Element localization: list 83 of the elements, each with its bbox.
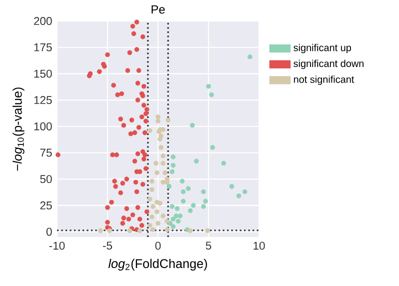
point xyxy=(188,208,193,214)
point xyxy=(180,198,186,204)
point xyxy=(156,129,162,134)
point xyxy=(98,228,103,234)
x-axis-title: log$_{2}$(FoldChange) xyxy=(108,258,207,271)
point xyxy=(156,220,160,226)
point xyxy=(164,218,170,224)
point xyxy=(206,84,211,89)
point xyxy=(229,184,234,189)
point xyxy=(158,145,164,150)
point xyxy=(201,189,206,194)
point xyxy=(236,194,242,198)
x-tick-label: -10 xyxy=(49,242,65,250)
point xyxy=(170,204,175,209)
point xyxy=(190,122,195,128)
point xyxy=(158,136,162,142)
point xyxy=(203,198,208,204)
point xyxy=(107,228,112,234)
point xyxy=(170,169,175,174)
y-tick-label: 125 xyxy=(34,96,52,104)
point xyxy=(156,118,160,124)
y-tick-label: 0 xyxy=(46,228,52,236)
y-tick-label: 150 xyxy=(34,70,52,78)
chart-title: Pe xyxy=(152,5,165,14)
point xyxy=(190,203,196,208)
point xyxy=(170,216,176,222)
point xyxy=(205,228,210,234)
point xyxy=(221,160,226,166)
x-tick-label: 0 xyxy=(155,242,161,250)
point xyxy=(174,214,179,218)
point xyxy=(209,92,214,98)
point xyxy=(180,178,185,184)
x-tick-label: -5 xyxy=(102,242,112,250)
y-axis-title: −log$_{10}$(p-value) xyxy=(12,88,24,171)
point xyxy=(156,114,160,120)
point xyxy=(166,118,170,122)
point xyxy=(162,170,168,176)
point xyxy=(160,153,166,158)
point xyxy=(150,227,156,232)
point xyxy=(160,160,166,166)
point xyxy=(194,158,199,164)
y-tick-label: 175 xyxy=(34,43,52,52)
point xyxy=(248,54,252,60)
y-tick-label: 200 xyxy=(34,17,52,26)
point xyxy=(137,228,142,234)
point xyxy=(174,206,180,211)
point xyxy=(170,162,176,168)
point xyxy=(166,184,172,189)
point xyxy=(148,196,152,202)
point xyxy=(127,228,132,234)
x-tick-label: 10 xyxy=(254,242,265,250)
point xyxy=(150,187,154,192)
point xyxy=(201,204,206,209)
point xyxy=(188,228,193,234)
y-tick-label: 100 xyxy=(34,122,52,130)
x-tick-label: 5 xyxy=(206,242,212,250)
y-tick-label: 50 xyxy=(40,175,52,184)
point xyxy=(176,218,181,224)
point xyxy=(242,189,248,194)
point xyxy=(150,204,156,209)
point xyxy=(210,145,215,150)
point xyxy=(160,180,166,185)
point xyxy=(154,209,160,214)
point xyxy=(154,170,160,176)
point xyxy=(164,176,170,182)
point xyxy=(150,178,154,184)
point xyxy=(180,189,186,194)
point xyxy=(164,227,170,232)
point xyxy=(150,214,154,220)
point xyxy=(178,214,183,218)
point xyxy=(154,160,158,166)
point xyxy=(160,214,166,218)
point xyxy=(170,154,176,160)
point xyxy=(148,128,152,133)
y-tick-label: 25 xyxy=(40,201,52,210)
point xyxy=(186,186,191,191)
legend-label: not significant xyxy=(294,76,354,85)
point xyxy=(170,224,176,229)
legend-label: significant down xyxy=(294,60,364,70)
y-tick-label: 75 xyxy=(40,148,52,157)
legend-label: significant up xyxy=(294,44,352,54)
point xyxy=(158,200,162,206)
point xyxy=(148,223,152,228)
